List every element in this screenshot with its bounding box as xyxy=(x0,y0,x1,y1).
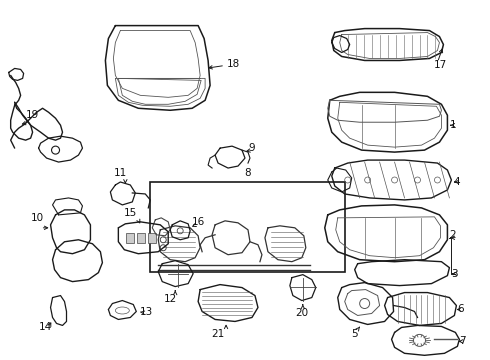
Bar xyxy=(126,233,134,243)
Text: 4: 4 xyxy=(453,177,460,187)
Text: 15: 15 xyxy=(123,208,137,218)
Text: 8: 8 xyxy=(244,168,251,178)
Bar xyxy=(150,182,345,272)
Text: 18: 18 xyxy=(227,59,240,69)
Text: 1: 1 xyxy=(449,120,456,130)
Text: 5: 5 xyxy=(351,329,358,339)
Text: 19: 19 xyxy=(25,110,39,120)
Text: 12: 12 xyxy=(164,293,177,303)
Text: 13: 13 xyxy=(140,307,153,318)
Text: 2: 2 xyxy=(449,230,456,240)
Text: 16: 16 xyxy=(192,217,205,227)
Text: 17: 17 xyxy=(434,60,447,71)
Text: 20: 20 xyxy=(295,307,308,318)
Text: 7: 7 xyxy=(460,336,466,346)
Text: 3: 3 xyxy=(451,269,458,279)
Text: 14: 14 xyxy=(39,323,52,332)
Text: 10: 10 xyxy=(30,213,44,223)
Text: 21: 21 xyxy=(212,329,225,339)
Text: 11: 11 xyxy=(114,168,127,178)
Bar xyxy=(137,233,145,243)
Text: 6: 6 xyxy=(457,305,464,315)
Bar xyxy=(148,233,156,243)
Text: 9: 9 xyxy=(248,143,255,153)
